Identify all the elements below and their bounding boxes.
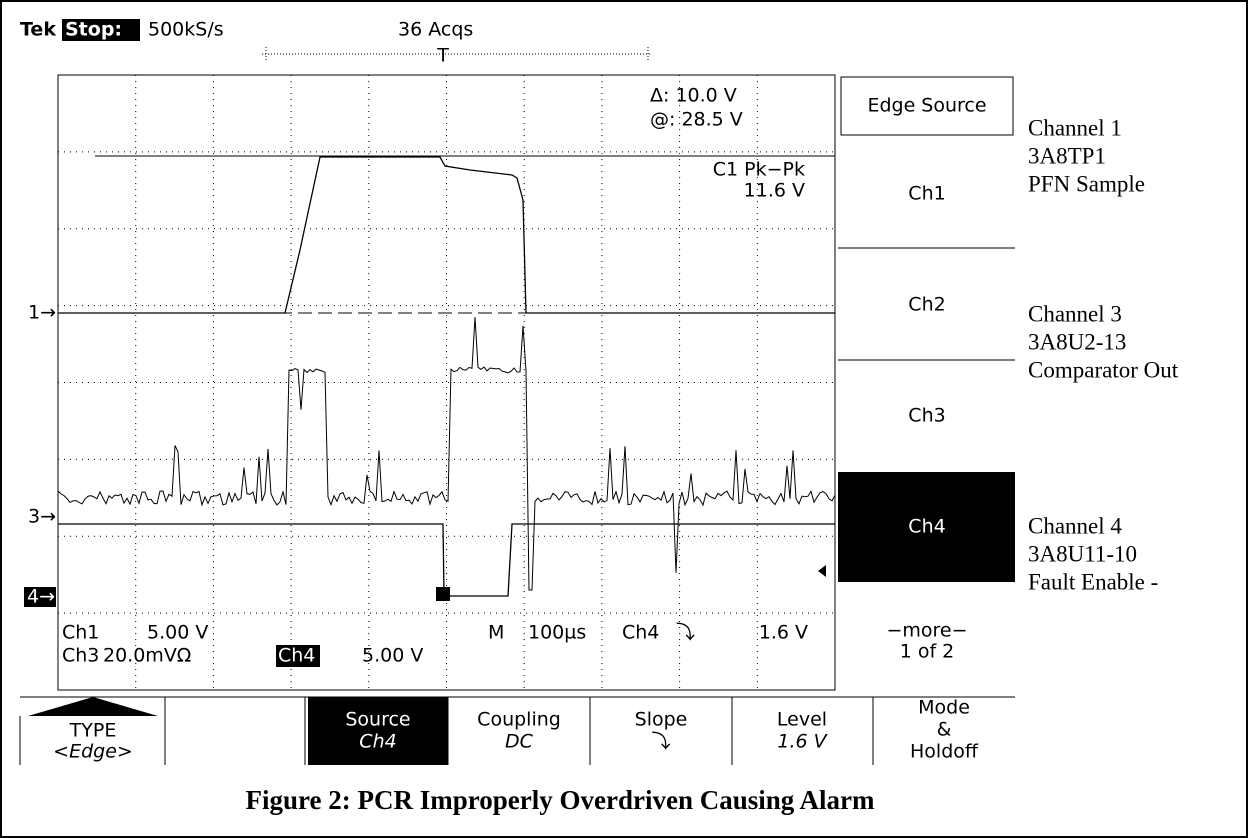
acqs: 36 Acqs bbox=[398, 19, 473, 41]
annotation: PFN Sample bbox=[1028, 171, 1145, 196]
readout-ch3: Ch3 bbox=[62, 645, 99, 667]
cursor-at: @: 28.5 V bbox=[650, 109, 743, 131]
rate: 500kS/s bbox=[148, 19, 224, 41]
menu-item[interactable]: Ch4 bbox=[908, 516, 945, 538]
readout-m: M bbox=[488, 622, 504, 644]
menu-more[interactable]: −more− bbox=[886, 620, 967, 642]
readout-ch4-scale: 5.00 V bbox=[362, 645, 423, 667]
annotation: Fault Enable - bbox=[1028, 569, 1158, 594]
readout-timebase: 100µs bbox=[528, 622, 586, 644]
trigger-marker: T bbox=[436, 45, 449, 67]
menu-page: 1 of 2 bbox=[900, 641, 955, 663]
annotation: Channel 3 bbox=[1028, 301, 1122, 326]
readout-level: 1.6 V bbox=[759, 622, 808, 644]
button-label[interactable]: Mode bbox=[918, 697, 970, 719]
button-value: Ch4 bbox=[359, 731, 396, 753]
annotation: 3A8U11-10 bbox=[1028, 541, 1137, 566]
meas-value: 11.6 V bbox=[744, 180, 805, 202]
readout-ch4: Ch4 bbox=[278, 645, 315, 667]
button-value: 1.6 V bbox=[777, 731, 828, 753]
annotation: Channel 4 bbox=[1028, 513, 1122, 538]
menu-item[interactable]: Ch2 bbox=[908, 294, 945, 316]
annotation: Channel 1 bbox=[1028, 115, 1122, 140]
ch3-marker: 3→ bbox=[28, 506, 56, 528]
button-label[interactable]: Source bbox=[345, 709, 410, 731]
annotation: Comparator Out bbox=[1028, 357, 1179, 382]
button-label[interactable]: Slope bbox=[635, 709, 688, 731]
ch4-marker: 4→ bbox=[27, 586, 55, 608]
readout-ch1: Ch1 bbox=[62, 622, 99, 644]
ch1-marker: 1→ bbox=[28, 302, 56, 324]
readout-ch1-scale: 5.00 V bbox=[147, 622, 208, 644]
readout-trig-ch: Ch4 bbox=[622, 622, 659, 644]
button-label[interactable]: TYPE bbox=[69, 720, 117, 742]
button-label[interactable]: Level bbox=[777, 709, 827, 731]
button-value: <Edge> bbox=[53, 741, 133, 763]
menu-title: Edge Source bbox=[867, 95, 986, 117]
button-value: DC bbox=[505, 731, 534, 753]
readout-ch3-scale: 20.0mVΩ bbox=[103, 645, 191, 667]
brand: Tek bbox=[20, 19, 56, 41]
menu-item[interactable]: Ch1 bbox=[908, 183, 945, 205]
state: Stop: bbox=[65, 19, 122, 41]
menu-item[interactable]: Ch3 bbox=[908, 405, 945, 427]
annotation: 3A8U2-13 bbox=[1028, 329, 1126, 354]
button-value: ⤵ bbox=[651, 731, 670, 753]
trigger-point bbox=[436, 587, 450, 601]
button-value: & bbox=[937, 719, 952, 741]
button-extra: Holdoff bbox=[910, 741, 979, 763]
annotation: 3A8TP1 bbox=[1028, 143, 1106, 168]
button-label[interactable]: Coupling bbox=[477, 709, 561, 731]
meas-label: C1 Pk−Pk bbox=[713, 159, 805, 181]
cursor-delta: Δ: 10.0 V bbox=[650, 85, 737, 107]
figure: Tek Stop: 500kS/s 36 Acqs T Δ: 10.0 V @:… bbox=[0, 0, 1248, 838]
readout-slope: ⤵ bbox=[676, 622, 695, 644]
caption: Figure 2: PCR Improperly Overdriven Caus… bbox=[246, 785, 875, 815]
